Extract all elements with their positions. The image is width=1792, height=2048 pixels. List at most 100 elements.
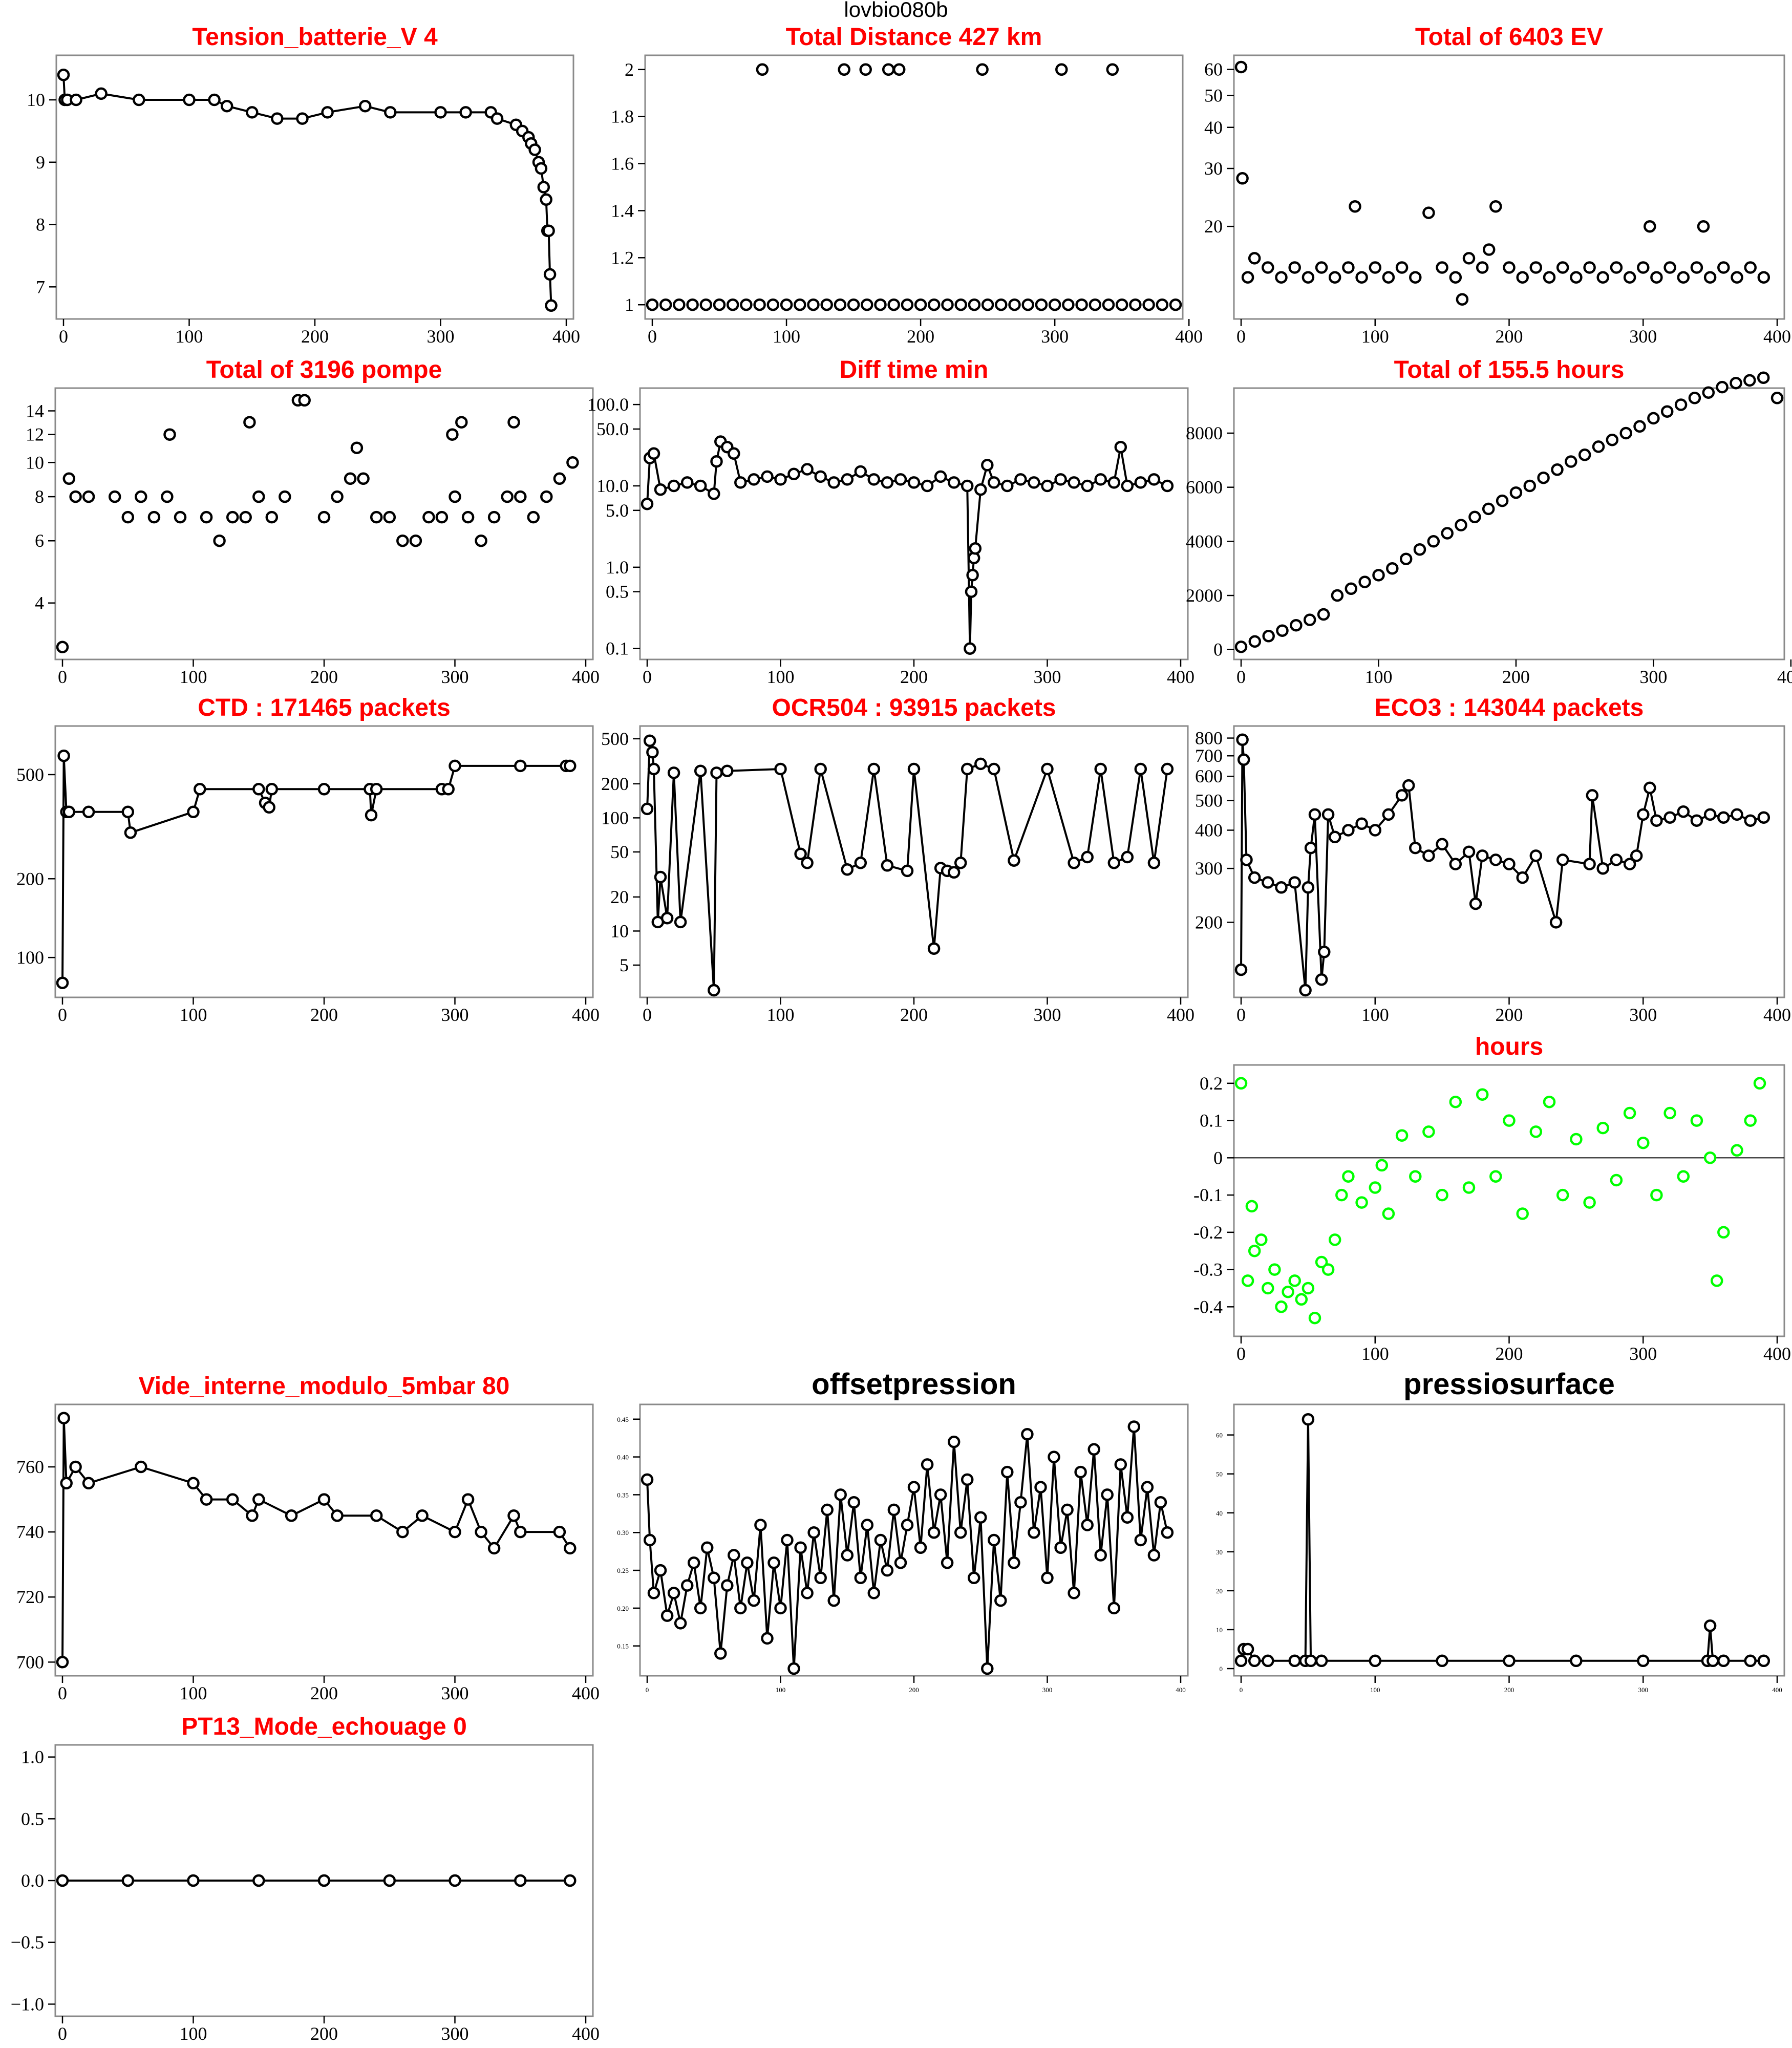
data-point — [57, 69, 70, 81]
data-point — [994, 1594, 1007, 1607]
data-point — [442, 783, 455, 796]
y-tick-label: 50.0 — [596, 419, 629, 439]
y-tick-label: 400 — [1195, 820, 1223, 840]
y-tick-label: 40 — [1204, 117, 1223, 138]
data-point — [981, 298, 994, 311]
data-point — [647, 762, 660, 776]
data-point — [1623, 1106, 1636, 1120]
data-point — [1041, 762, 1054, 776]
data-point — [1014, 1496, 1027, 1509]
data-point — [1717, 261, 1730, 274]
y-tick-label: −1.0 — [11, 1994, 44, 2014]
data-point — [1409, 1170, 1422, 1183]
data-point — [108, 490, 121, 503]
data-point — [1619, 426, 1632, 440]
chart-panel-offsetpression: offsetpression 0 100 200 300 400 0.15 0.20 0.25 0… — [617, 1368, 1189, 1694]
data-point — [265, 510, 279, 524]
data-point — [1068, 476, 1080, 489]
data-point — [1331, 589, 1344, 602]
x-tick-label: 0 — [58, 1683, 67, 1703]
x-tick-label: 300 — [441, 667, 469, 687]
y-tick-label: -0.3 — [1193, 1260, 1223, 1280]
x-tick-label: 0 — [58, 2023, 67, 2044]
data-point — [1275, 1300, 1288, 1313]
data-point — [974, 483, 987, 496]
data-point — [1028, 1526, 1040, 1539]
data-point — [370, 783, 383, 796]
data-point — [780, 298, 793, 311]
data-point — [1677, 805, 1690, 818]
data-point — [941, 1556, 954, 1569]
data-point — [761, 1632, 774, 1645]
data-point — [1583, 1196, 1596, 1209]
data-point — [988, 1533, 1000, 1547]
data-point — [1489, 1170, 1502, 1183]
data-point — [135, 490, 147, 503]
data-point — [1583, 858, 1596, 870]
data-point — [1321, 808, 1335, 821]
data-point — [1094, 473, 1107, 486]
series-line — [1240, 738, 1764, 991]
chart-title: PT13_Mode_echouage 0 — [181, 1713, 467, 1740]
data-point — [646, 745, 659, 759]
x-tick-label: 200 — [1504, 1686, 1514, 1694]
data-point — [774, 762, 787, 776]
x-tick-label: 300 — [1034, 1005, 1061, 1025]
x-tick-label: 300 — [1638, 1686, 1649, 1694]
data-point — [834, 1488, 847, 1501]
data-point — [121, 805, 135, 819]
data-point — [358, 99, 372, 113]
data-point — [1717, 811, 1730, 824]
data-point — [1660, 405, 1674, 418]
data-point — [384, 106, 397, 119]
y-tick-label: 10 — [26, 452, 44, 473]
y-tick-label: 10 — [1216, 1626, 1223, 1634]
data-point — [1744, 1114, 1757, 1127]
x-tick-label: 400 — [1175, 326, 1203, 347]
data-point — [694, 764, 707, 777]
y-tick-label: 700 — [16, 1652, 44, 1672]
y-tick-label: −0.5 — [11, 1932, 44, 1953]
chart-title: Vide_interne_modulo_5mbar 80 — [139, 1373, 510, 1400]
data-point — [1349, 200, 1361, 213]
x-tick-label: 0 — [1236, 1343, 1246, 1364]
data-point — [907, 1481, 921, 1494]
data-point — [1549, 916, 1563, 929]
data-point — [1234, 1077, 1248, 1090]
data-point — [383, 1874, 396, 1887]
data-point — [1262, 1654, 1274, 1668]
data-point — [1422, 1125, 1435, 1138]
data-point — [1342, 261, 1355, 274]
data-point — [1503, 261, 1516, 274]
data-point — [841, 473, 854, 486]
data-point — [252, 1493, 265, 1506]
data-point — [1565, 455, 1577, 468]
data-point — [881, 1564, 894, 1577]
y-tick-label: 4000 — [1186, 531, 1223, 551]
y-tick-label: 1.6 — [611, 154, 634, 174]
data-point — [1107, 476, 1121, 489]
data-point — [1001, 479, 1014, 493]
data-point — [841, 1549, 854, 1562]
data-point — [1592, 440, 1605, 453]
data-point — [1241, 1274, 1254, 1287]
data-point — [1650, 1188, 1663, 1202]
data-point — [1436, 261, 1448, 274]
data-point — [1001, 1465, 1014, 1479]
series-line — [61, 1417, 571, 1662]
data-point — [82, 805, 95, 819]
data-point — [1248, 1654, 1261, 1668]
data-point — [57, 1412, 70, 1424]
data-point — [859, 63, 872, 76]
data-point — [787, 1662, 800, 1675]
data-point — [279, 490, 291, 503]
y-tick-label: 0.2 — [1200, 1073, 1223, 1094]
data-point — [1355, 1196, 1368, 1209]
data-point — [1317, 608, 1330, 621]
data-point — [1262, 630, 1275, 643]
data-point — [543, 268, 557, 281]
y-tick-label: 50 — [1204, 85, 1223, 105]
data-point — [721, 764, 734, 777]
y-tick-label: 0.5 — [606, 582, 629, 602]
data-point — [487, 1542, 501, 1555]
